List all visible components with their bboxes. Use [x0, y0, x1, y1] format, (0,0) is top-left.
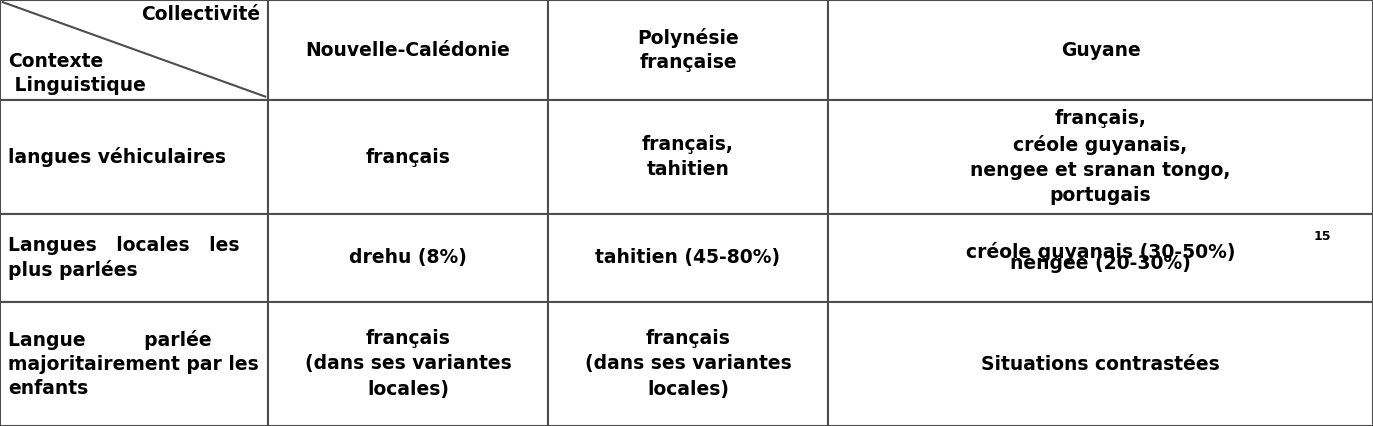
Text: Collectivité: Collectivité — [140, 5, 259, 24]
Text: 15: 15 — [1314, 230, 1330, 243]
Bar — [268, 214, 548, 302]
Text: langues véhiculaires: langues véhiculaires — [8, 147, 227, 167]
Bar — [0, 0, 268, 100]
Text: Langue         parlée
majoritairement par les
enfants: Langue parlée majoritairement par les en… — [8, 330, 259, 398]
Bar — [0, 100, 268, 214]
Text: drehu (8%): drehu (8%) — [349, 248, 467, 268]
Text: français,
créole guyanais,
nengee et sranan tongo,
portugais: français, créole guyanais, nengee et sra… — [971, 109, 1230, 205]
Bar — [268, 302, 548, 426]
Text: Polynésie
française: Polynésie française — [637, 28, 739, 72]
Bar — [268, 0, 548, 100]
Bar — [548, 302, 828, 426]
Text: français,
tahitien: français, tahitien — [643, 135, 735, 179]
Text: Contexte
 Linguistique: Contexte Linguistique — [8, 52, 146, 95]
Text: tahitien (45-80%): tahitien (45-80%) — [596, 248, 781, 268]
Bar — [0, 214, 268, 302]
Bar — [0, 302, 268, 426]
Bar — [548, 0, 828, 100]
Text: français
(dans ses variantes
locales): français (dans ses variantes locales) — [585, 329, 791, 398]
Text: nengee (20-30%): nengee (20-30%) — [1011, 254, 1190, 273]
Bar — [268, 100, 548, 214]
Bar — [828, 214, 1373, 302]
Text: Situations contrastées: Situations contrastées — [982, 354, 1219, 374]
Text: français: français — [365, 147, 450, 167]
Bar — [828, 0, 1373, 100]
Text: créole guyanais (30-50%): créole guyanais (30-50%) — [965, 242, 1236, 262]
Text: Guyane: Guyane — [1060, 40, 1141, 60]
Text: français
(dans ses variantes
locales): français (dans ses variantes locales) — [305, 329, 511, 398]
Bar — [548, 214, 828, 302]
Bar — [828, 302, 1373, 426]
Bar — [548, 100, 828, 214]
Text: Nouvelle-Calédonie: Nouvelle-Calédonie — [306, 40, 511, 60]
Text: Langues   locales   les
plus parlées: Langues locales les plus parlées — [8, 236, 240, 280]
Bar — [828, 100, 1373, 214]
